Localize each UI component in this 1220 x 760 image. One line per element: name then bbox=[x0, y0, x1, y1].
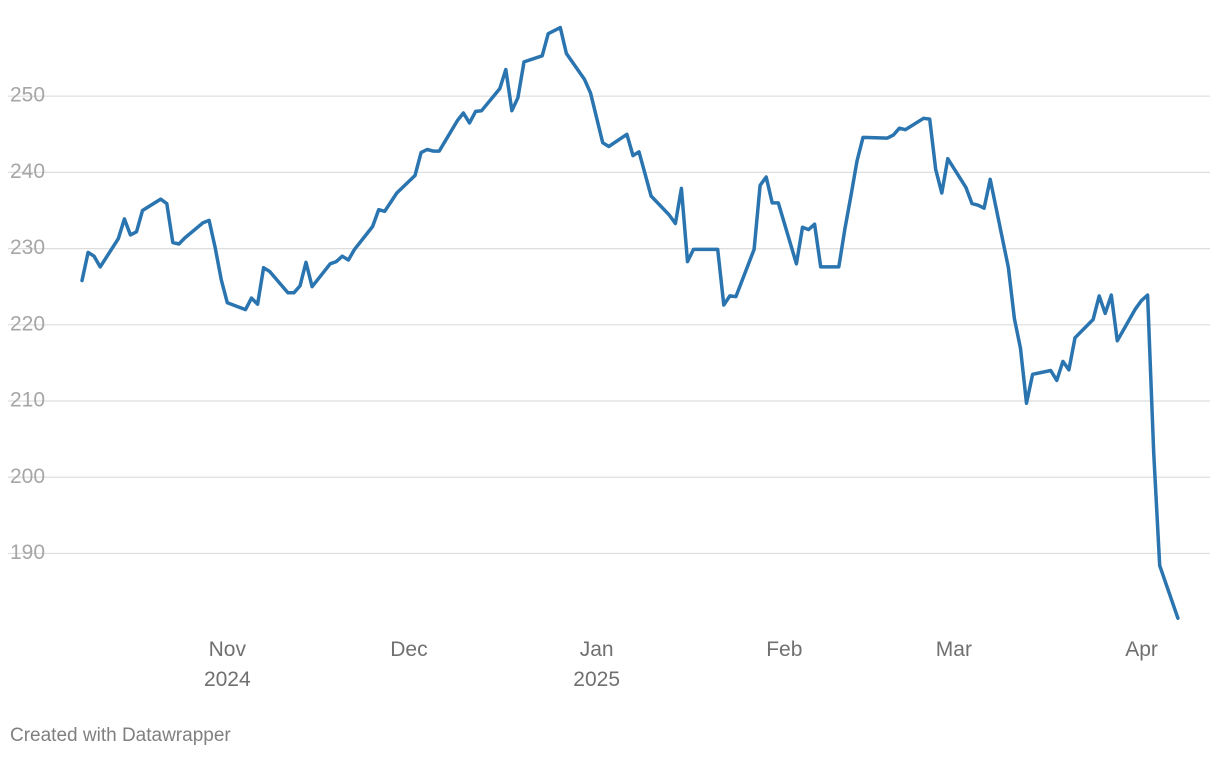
y-tick-label: 210 bbox=[10, 389, 45, 412]
grid-lines bbox=[8, 95, 1210, 555]
y-tick-label: 240 bbox=[10, 160, 45, 183]
datawrapper-credit[interactable]: Created with Datawrapper bbox=[10, 725, 231, 746]
x-tick-label: Nov bbox=[209, 638, 247, 661]
y-tick-label: 200 bbox=[10, 465, 45, 488]
x-tick-year-label: 2025 bbox=[573, 668, 620, 691]
line-chart: 190 200 210 220 230 240 250 Nov 2024 Dec Jan 2025 F… bbox=[8, 25, 1210, 691]
series bbox=[80, 25, 1180, 620]
series-line-0 bbox=[80, 25, 1180, 620]
x-axis-ticks: Nov 2024 Dec Jan 2025 Feb Mar Apr bbox=[204, 638, 1158, 691]
y-tick-label: 230 bbox=[10, 236, 45, 259]
x-tick-label: Dec bbox=[390, 638, 427, 661]
x-tick-label: Jan bbox=[580, 638, 614, 661]
y-axis-ticks: 190 200 210 220 230 240 250 bbox=[10, 84, 45, 564]
x-tick-label: Apr bbox=[1125, 638, 1158, 661]
x-tick-label: Mar bbox=[936, 638, 972, 661]
x-tick-label: Feb bbox=[766, 638, 802, 661]
y-tick-label: 250 bbox=[10, 84, 45, 107]
y-tick-label: 220 bbox=[10, 312, 45, 335]
x-tick-year-label: 2024 bbox=[204, 668, 251, 691]
y-tick-label: 190 bbox=[10, 541, 45, 564]
